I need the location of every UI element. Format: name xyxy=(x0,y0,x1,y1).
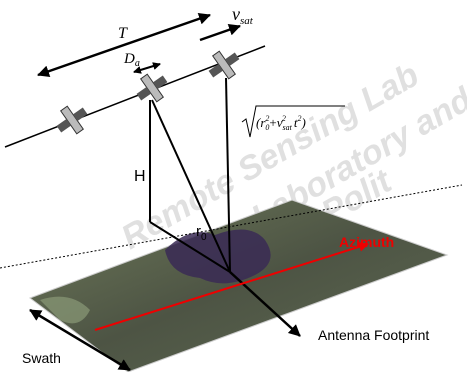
sar-diagram: Remote Sensing Lab Laboratory and C Poli… xyxy=(0,0,467,372)
satellites xyxy=(51,44,245,140)
satellite xyxy=(131,67,173,108)
satellite xyxy=(203,44,245,85)
subscript: sat xyxy=(283,123,293,132)
velocity-label: vsat xyxy=(232,4,254,27)
symbol: v xyxy=(232,4,240,24)
subscript: sat xyxy=(240,15,254,27)
azimuth-label: Azimuth xyxy=(339,234,394,250)
symbol: D xyxy=(123,51,135,67)
swath-label: Swath xyxy=(22,350,61,366)
superscript: 2 xyxy=(282,114,286,123)
subscript: a xyxy=(135,58,140,69)
antenna-length-label: Da xyxy=(123,51,140,69)
operator: + xyxy=(269,115,276,130)
page: Remote Sensing Lab Laboratory and C Poli… xyxy=(0,0,467,372)
height-label: H xyxy=(134,168,146,185)
subscript: 0 xyxy=(201,232,207,243)
velocity-arrow xyxy=(200,26,240,40)
footprint-label: Antenna Footprint xyxy=(318,327,429,343)
period-label: T xyxy=(118,25,128,42)
satellite xyxy=(51,99,93,140)
